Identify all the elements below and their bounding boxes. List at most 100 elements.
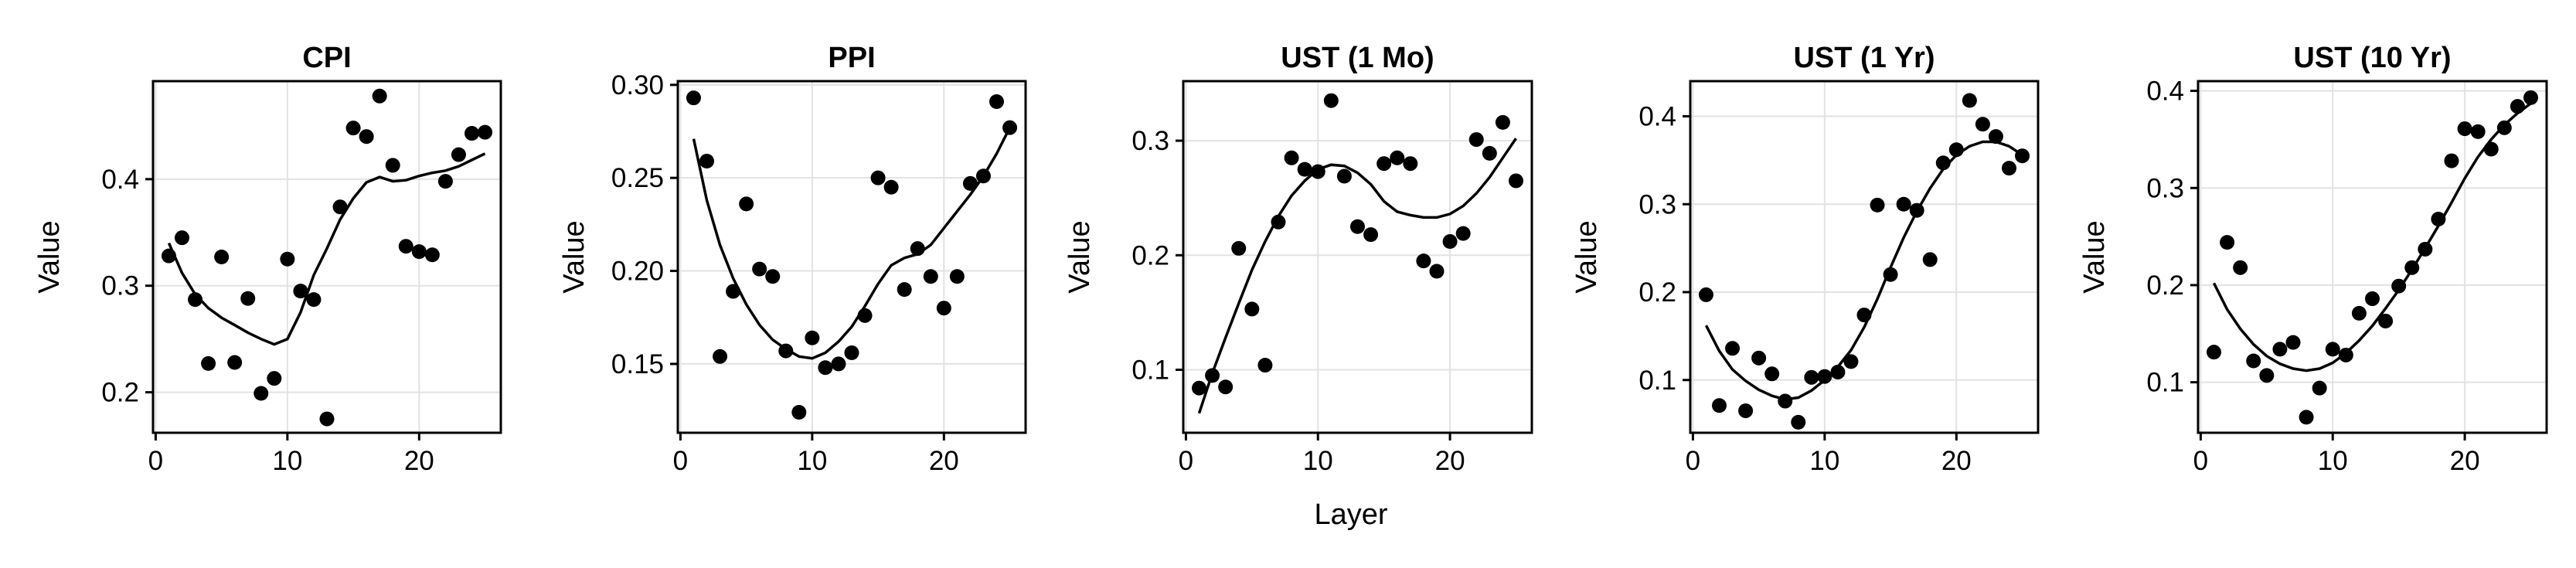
data-point <box>254 386 269 401</box>
panel-ust-1-yr: 0 10 20 0.1 0.2 0.3 0.4 UST (1 Yr) Value <box>1570 42 2040 476</box>
data-point <box>1698 287 1713 302</box>
data-point <box>1244 301 1260 317</box>
data-point <box>2325 342 2340 357</box>
data-point <box>2496 120 2512 135</box>
data-point <box>1336 168 1352 184</box>
data-point <box>1429 264 1445 279</box>
trend-line <box>2212 102 2532 372</box>
data-point <box>2431 211 2446 226</box>
x-tick-label: 20 <box>929 446 959 476</box>
panel-title: UST (1 Yr) <box>1793 42 1935 74</box>
y-axis-label: Value <box>558 220 590 293</box>
data-point <box>1310 164 1325 179</box>
data-point <box>2259 368 2275 383</box>
data-point <box>1323 93 1339 108</box>
data-point <box>1725 341 1741 356</box>
data-point <box>857 308 873 323</box>
data-point <box>280 251 295 267</box>
data-point <box>2002 161 2016 176</box>
data-point <box>424 247 440 263</box>
data-point <box>1712 398 1727 413</box>
panel-title: UST (1 Mo) <box>1281 42 1434 74</box>
data-point <box>791 405 807 420</box>
data-point <box>1509 173 1523 189</box>
data-point <box>1363 227 1379 243</box>
x-tick-label: 20 <box>404 446 434 476</box>
plot-frame <box>151 80 502 434</box>
data-point <box>2220 235 2235 250</box>
data-point <box>726 284 741 299</box>
data-point <box>883 179 899 195</box>
data-point <box>267 371 282 386</box>
y-tick-label: 0.1 <box>2146 368 2184 398</box>
x-tick-label: 0 <box>2193 446 2208 476</box>
y-axis-label: Value <box>1570 220 1603 293</box>
data-point <box>975 168 991 184</box>
data-point <box>2351 305 2367 321</box>
data-point <box>765 269 781 284</box>
data-point <box>306 292 322 308</box>
data-point <box>2444 153 2459 168</box>
data-point <box>1231 240 1247 256</box>
y-tick-label: 0.2 <box>1638 277 1676 308</box>
data-point <box>870 170 886 185</box>
data-point <box>1778 393 1793 409</box>
plot-frame <box>676 80 1027 434</box>
panel-title: UST (10 Yr) <box>2293 42 2451 74</box>
x-tick-label: 0 <box>148 446 163 476</box>
data-point <box>1830 365 1846 380</box>
data-point <box>1804 369 1819 385</box>
trend-line <box>692 127 1012 360</box>
data-point <box>1738 403 1754 419</box>
y-tick-label: 0.20 <box>611 257 664 287</box>
data-point <box>478 124 493 140</box>
data-point <box>1896 196 1911 212</box>
data-point <box>844 345 859 360</box>
y-tick-label: 0.4 <box>1638 102 1676 132</box>
data-point <box>293 284 308 299</box>
data-point <box>2510 99 2525 114</box>
data-point <box>686 90 701 106</box>
data-point <box>1390 150 1405 165</box>
data-point <box>2299 410 2314 425</box>
y-tick-label: 0.3 <box>101 271 139 301</box>
y-tick-label: 0.3 <box>1638 189 1676 219</box>
data-point <box>1988 129 2003 145</box>
data-point <box>385 158 400 173</box>
data-point <box>240 291 256 306</box>
data-point <box>2312 380 2327 396</box>
panel-title: CPI <box>302 42 351 74</box>
x-axis-label: Layer <box>1314 498 1387 531</box>
trend-line <box>1704 140 2023 401</box>
data-point <box>161 248 176 264</box>
x-tick-label: 20 <box>1435 446 1465 476</box>
data-point <box>2457 121 2472 137</box>
y-tick-label: 0.2 <box>2146 270 2184 301</box>
data-point <box>201 355 216 371</box>
y-axis-label: Value <box>33 220 66 293</box>
data-point <box>451 147 466 162</box>
panel-title: PPI <box>828 42 875 74</box>
data-point <box>319 411 335 427</box>
y-tick-label: 0.30 <box>611 70 664 100</box>
data-point <box>989 94 1004 109</box>
panel-ppi: 0 10 20 0.15 0.20 0.25 0.30 PPI Value <box>558 42 1027 476</box>
data-point <box>2418 241 2433 257</box>
data-point <box>2483 141 2499 157</box>
data-point <box>713 349 728 364</box>
data-point <box>831 356 846 372</box>
x-tick-label: 0 <box>673 446 688 476</box>
y-tick-label: 0.3 <box>1131 126 1169 156</box>
x-tick-label: 10 <box>272 446 302 476</box>
plot-frame <box>1689 80 2040 434</box>
data-point <box>1192 380 1206 396</box>
data-point <box>2470 124 2486 139</box>
y-tick-label: 0.1 <box>1131 355 1169 385</box>
data-point <box>1948 142 1964 158</box>
data-point <box>1909 202 1924 218</box>
x-tick-label: 0 <box>1686 446 1700 476</box>
data-point <box>398 239 413 254</box>
data-point <box>2404 260 2420 275</box>
data-point <box>1791 414 1806 430</box>
